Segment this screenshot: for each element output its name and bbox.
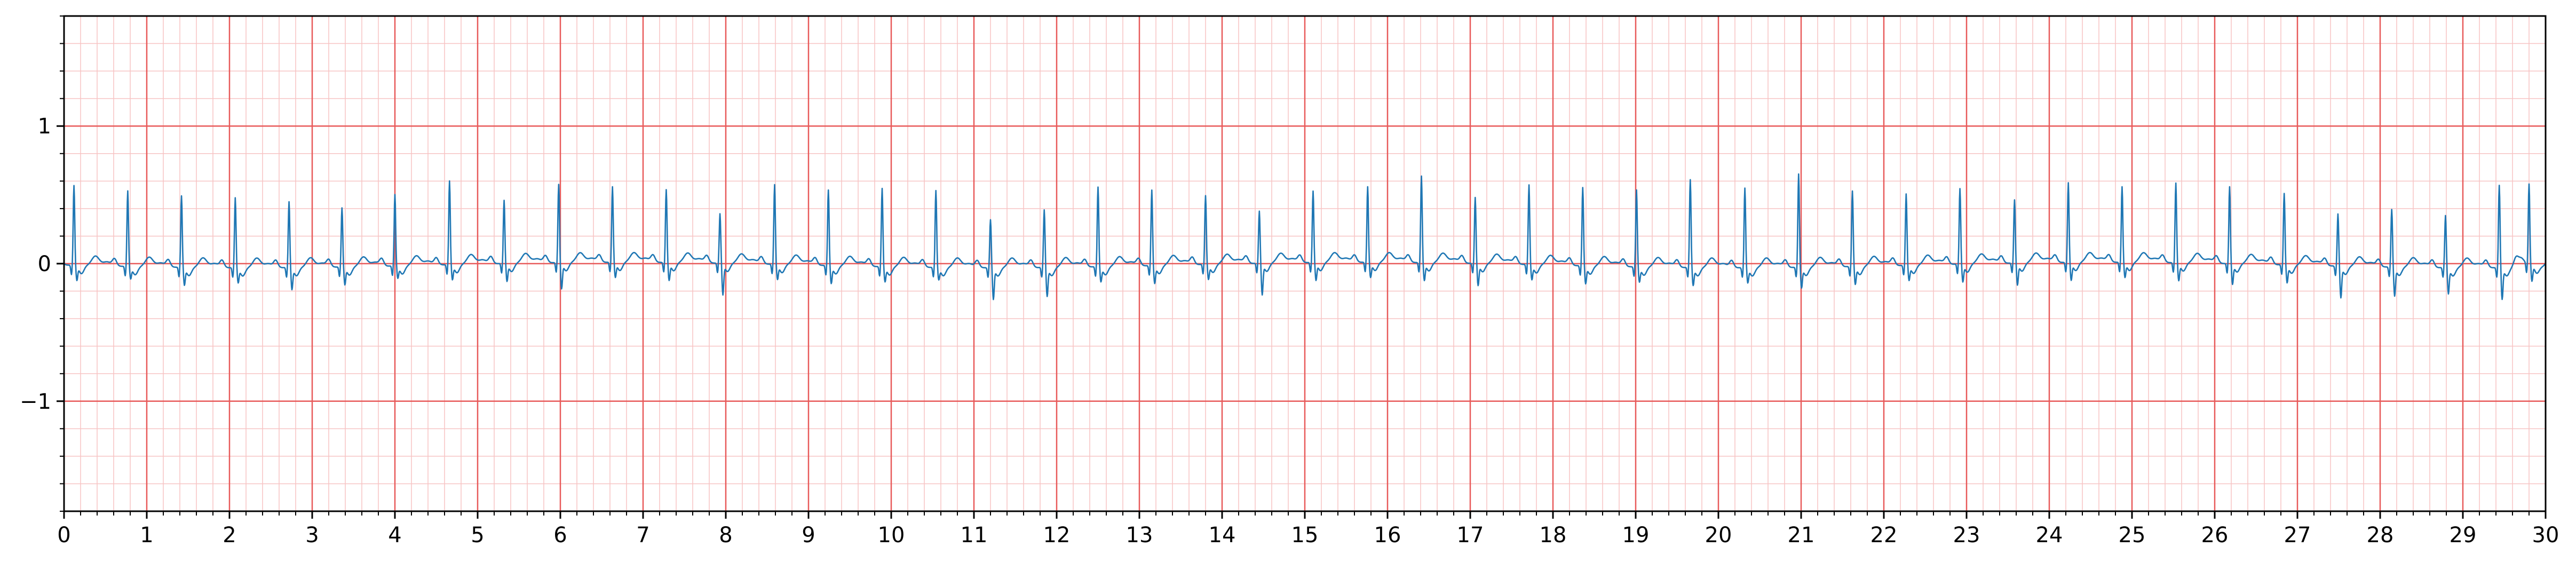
x-tick-label: 24: [2036, 523, 2063, 548]
x-tick-label: 28: [2367, 523, 2394, 548]
x-tick-label: 30: [2532, 523, 2559, 548]
x-tick-label: 3: [305, 523, 319, 548]
x-tick-label: 1: [140, 523, 153, 548]
y-axis: 1 0 −1: [20, 15, 64, 512]
x-tick-label: 18: [1540, 523, 1567, 548]
major-grid: [63, 16, 2547, 511]
x-axis: 0 1 2 3 4 5 6 7 8 9 10 11 12 13 14 15 16 17 18 19 20 21 22 23 24…: [57, 511, 2559, 548]
x-tick-label: 29: [2450, 523, 2477, 548]
y-tick-label: 0: [38, 252, 51, 276]
y-tick-label: −1: [20, 390, 51, 414]
x-tick-label: 16: [1374, 523, 1401, 548]
x-tick-label: 2: [223, 523, 236, 548]
x-tick-label: 14: [1209, 523, 1236, 548]
x-tick-label: 17: [1457, 523, 1484, 548]
x-tick-label: 23: [1953, 523, 1980, 548]
x-tick-label: 20: [1705, 523, 1732, 548]
x-tick-label: 6: [553, 523, 567, 548]
x-tick-label: 27: [2284, 523, 2311, 548]
x-tick-label: 7: [636, 523, 649, 548]
x-tick-label: 10: [878, 523, 905, 548]
x-tick-label: 19: [1622, 523, 1650, 548]
x-tick-label: 9: [802, 523, 815, 548]
series-layer: [63, 173, 2547, 300]
x-tick-label: 11: [961, 523, 988, 548]
x-tick-label: 8: [719, 523, 732, 548]
x-tick-label: 0: [57, 523, 70, 548]
x-tick-label: 26: [2201, 523, 2229, 548]
series-line-0: [63, 173, 2547, 300]
x-tick-label: 4: [388, 523, 401, 548]
x-tick-label: 13: [1126, 523, 1153, 548]
y-tick-label: 1: [38, 114, 51, 139]
x-tick-label: 21: [1788, 523, 1815, 548]
x-tick-label: 22: [1870, 523, 1898, 548]
x-tick-label: 12: [1043, 523, 1071, 548]
x-tick-label: 15: [1291, 523, 1319, 548]
x-tick-label: 5: [471, 523, 484, 548]
x-tick-label: 25: [2119, 523, 2146, 548]
